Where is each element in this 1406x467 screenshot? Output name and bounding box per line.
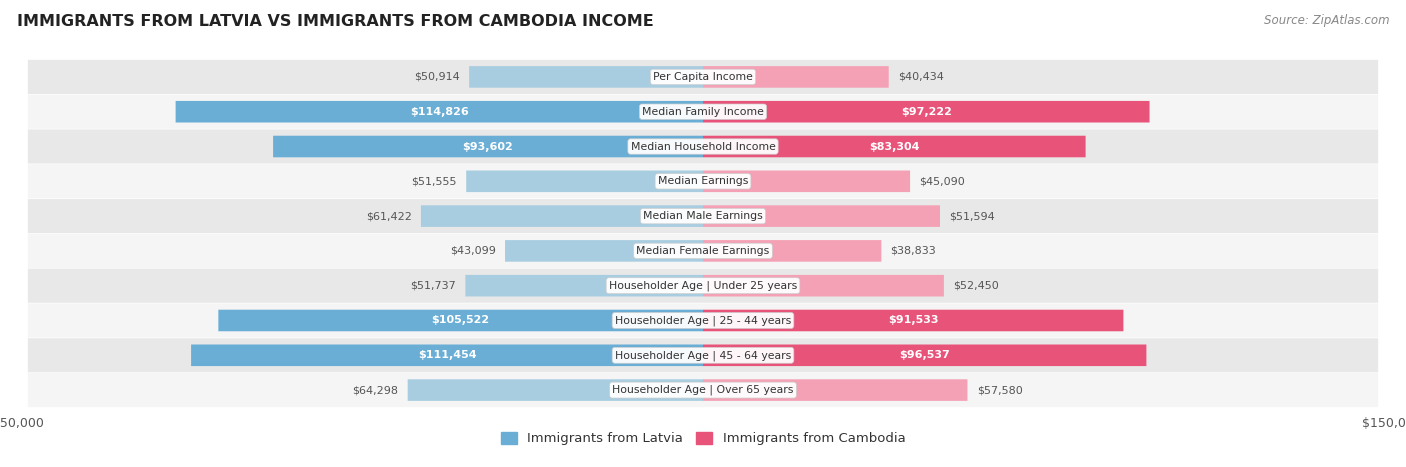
Text: Householder Age | Under 25 years: Householder Age | Under 25 years: [609, 281, 797, 291]
Legend: Immigrants from Latvia, Immigrants from Cambodia: Immigrants from Latvia, Immigrants from …: [495, 426, 911, 451]
Text: Householder Age | 25 - 44 years: Householder Age | 25 - 44 years: [614, 315, 792, 326]
FancyBboxPatch shape: [703, 170, 910, 192]
Text: $96,537: $96,537: [900, 350, 950, 360]
Text: $111,454: $111,454: [418, 350, 477, 360]
Text: Median Family Income: Median Family Income: [643, 107, 763, 117]
Text: $93,602: $93,602: [463, 142, 513, 151]
FancyBboxPatch shape: [28, 129, 1378, 163]
FancyBboxPatch shape: [703, 136, 1085, 157]
FancyBboxPatch shape: [28, 95, 1378, 129]
FancyBboxPatch shape: [703, 66, 889, 88]
Text: Median Earnings: Median Earnings: [658, 177, 748, 186]
Text: $43,099: $43,099: [450, 246, 496, 256]
Text: Median Female Earnings: Median Female Earnings: [637, 246, 769, 256]
Text: $40,434: $40,434: [898, 72, 943, 82]
Text: $114,826: $114,826: [411, 107, 468, 117]
Text: Householder Age | Over 65 years: Householder Age | Over 65 years: [612, 385, 794, 396]
Text: Householder Age | 45 - 64 years: Householder Age | 45 - 64 years: [614, 350, 792, 361]
FancyBboxPatch shape: [703, 345, 1146, 366]
FancyBboxPatch shape: [28, 304, 1378, 338]
Text: $51,737: $51,737: [411, 281, 456, 290]
FancyBboxPatch shape: [191, 345, 703, 366]
Text: Source: ZipAtlas.com: Source: ZipAtlas.com: [1264, 14, 1389, 27]
Text: $97,222: $97,222: [901, 107, 952, 117]
FancyBboxPatch shape: [703, 275, 943, 297]
FancyBboxPatch shape: [28, 373, 1378, 407]
Text: Median Male Earnings: Median Male Earnings: [643, 211, 763, 221]
FancyBboxPatch shape: [703, 205, 941, 227]
Text: $91,533: $91,533: [889, 316, 938, 325]
FancyBboxPatch shape: [28, 338, 1378, 372]
FancyBboxPatch shape: [505, 240, 703, 262]
Text: IMMIGRANTS FROM LATVIA VS IMMIGRANTS FROM CAMBODIA INCOME: IMMIGRANTS FROM LATVIA VS IMMIGRANTS FRO…: [17, 14, 654, 29]
Text: $57,580: $57,580: [977, 385, 1022, 395]
FancyBboxPatch shape: [28, 234, 1378, 268]
Text: Per Capita Income: Per Capita Income: [652, 72, 754, 82]
Text: $52,450: $52,450: [953, 281, 998, 290]
FancyBboxPatch shape: [420, 205, 703, 227]
FancyBboxPatch shape: [28, 199, 1378, 233]
FancyBboxPatch shape: [176, 101, 703, 122]
Text: $38,833: $38,833: [890, 246, 936, 256]
Text: $51,594: $51,594: [949, 211, 995, 221]
FancyBboxPatch shape: [703, 310, 1123, 331]
FancyBboxPatch shape: [703, 240, 882, 262]
FancyBboxPatch shape: [273, 136, 703, 157]
Text: $105,522: $105,522: [432, 316, 489, 325]
Text: Median Household Income: Median Household Income: [630, 142, 776, 151]
FancyBboxPatch shape: [470, 66, 703, 88]
FancyBboxPatch shape: [218, 310, 703, 331]
FancyBboxPatch shape: [703, 101, 1150, 122]
FancyBboxPatch shape: [408, 379, 703, 401]
Text: $61,422: $61,422: [366, 211, 412, 221]
FancyBboxPatch shape: [28, 164, 1378, 198]
FancyBboxPatch shape: [467, 170, 703, 192]
Text: $83,304: $83,304: [869, 142, 920, 151]
Text: $45,090: $45,090: [920, 177, 965, 186]
FancyBboxPatch shape: [28, 60, 1378, 94]
FancyBboxPatch shape: [703, 379, 967, 401]
Text: $50,914: $50,914: [415, 72, 460, 82]
Text: $51,555: $51,555: [412, 177, 457, 186]
FancyBboxPatch shape: [28, 269, 1378, 303]
Text: $64,298: $64,298: [353, 385, 398, 395]
FancyBboxPatch shape: [465, 275, 703, 297]
